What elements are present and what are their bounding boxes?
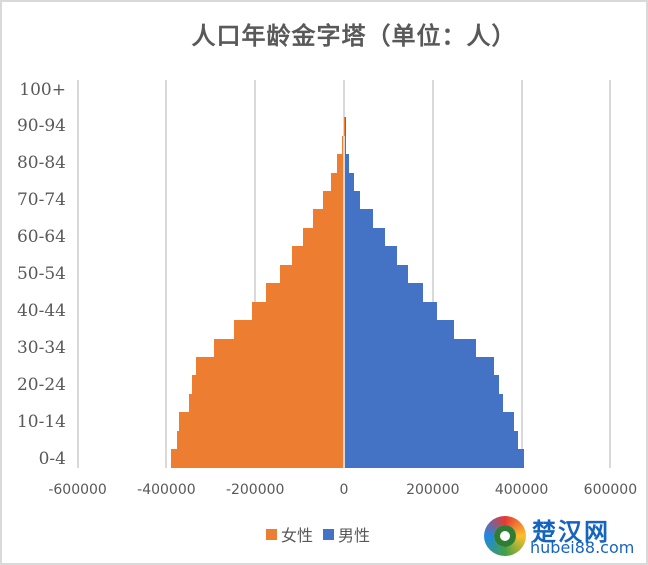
- y-tick-label: 90-94: [16, 116, 66, 137]
- bar-male: [345, 190, 360, 210]
- bar-female: [179, 412, 343, 431]
- gridline: [609, 80, 612, 468]
- bar-female: [343, 117, 345, 136]
- legend-label-male: 男性: [338, 526, 371, 545]
- watermark-name: 楚汉网: [532, 518, 610, 546]
- bar-female: [171, 449, 343, 468]
- gridline: [431, 80, 434, 468]
- gridline: [343, 80, 345, 468]
- bar-female: [252, 301, 343, 321]
- y-tick-label: 70-74: [16, 190, 66, 211]
- bar-female: [189, 393, 343, 413]
- bar-female: [341, 135, 343, 155]
- y-tick-label: 0-4: [38, 448, 66, 469]
- bar-female: [196, 357, 343, 376]
- bar-male: [345, 154, 349, 173]
- globe-logo-icon: [484, 516, 526, 556]
- x-tick-label: 400000: [494, 482, 549, 498]
- y-tick-label: 60-64: [16, 227, 66, 248]
- bar-male: [345, 449, 524, 468]
- bar-male: [345, 412, 515, 431]
- bar-male: [345, 209, 373, 228]
- y-tick-label: 10-14: [16, 411, 66, 432]
- bar-female: [280, 264, 343, 284]
- legend-label-female: 女性: [281, 526, 314, 545]
- bar-female: [312, 209, 343, 228]
- y-tick-label: 100+: [19, 79, 66, 100]
- bar-male: [345, 301, 437, 321]
- bar-female: [233, 320, 343, 339]
- bar-female: [336, 154, 343, 173]
- x-tick-label: -600000: [48, 482, 107, 498]
- bar-male: [345, 227, 385, 247]
- y-tick-label: 40-44: [16, 300, 66, 321]
- bar-female: [331, 172, 343, 191]
- x-tick-label: -200000: [225, 482, 285, 498]
- bar-female: [265, 283, 343, 302]
- bar-female: [292, 246, 343, 265]
- bar-male: [345, 172, 355, 191]
- bar-male: [345, 135, 347, 155]
- bar-male: [345, 375, 499, 394]
- bar-male: [345, 320, 454, 339]
- bar-male: [345, 430, 518, 450]
- gridline: [254, 80, 257, 468]
- x-tick-label: -400000: [137, 482, 196, 498]
- legend-swatch-female: [266, 528, 277, 540]
- legend-swatch-male: [323, 528, 335, 540]
- bar-female: [213, 338, 343, 357]
- bar-female: [303, 227, 343, 247]
- watermark: 楚汉网 hubei88.com: [484, 512, 644, 560]
- gridline: [520, 80, 523, 468]
- bar-male: [345, 393, 503, 413]
- y-tick-label: 20-24: [16, 374, 66, 395]
- watermark-site: hubei88.com: [530, 538, 635, 557]
- bar-male: [345, 283, 424, 302]
- chart-title: 人口年龄金字塔（单位：人）: [191, 21, 517, 50]
- bar-male: [345, 264, 408, 284]
- bar-female: [323, 190, 343, 210]
- bar-male: [345, 357, 494, 376]
- bar-male: [345, 117, 346, 136]
- y-tick-label: 30-34: [16, 337, 66, 358]
- bar-male: [345, 246, 397, 265]
- bar-female: [192, 375, 343, 394]
- gridline: [165, 80, 168, 468]
- gridline: [76, 80, 79, 468]
- x-tick-label: 200000: [406, 482, 460, 498]
- legend: 女性 男性: [266, 522, 380, 546]
- y-tick-label: 80-84: [16, 153, 66, 174]
- bar-female: [177, 430, 343, 450]
- x-tick-label: 0: [339, 482, 349, 498]
- y-tick-label: 50-54: [16, 264, 66, 284]
- x-tick-label: 600000: [583, 482, 638, 498]
- bar-male: [345, 338, 476, 357]
